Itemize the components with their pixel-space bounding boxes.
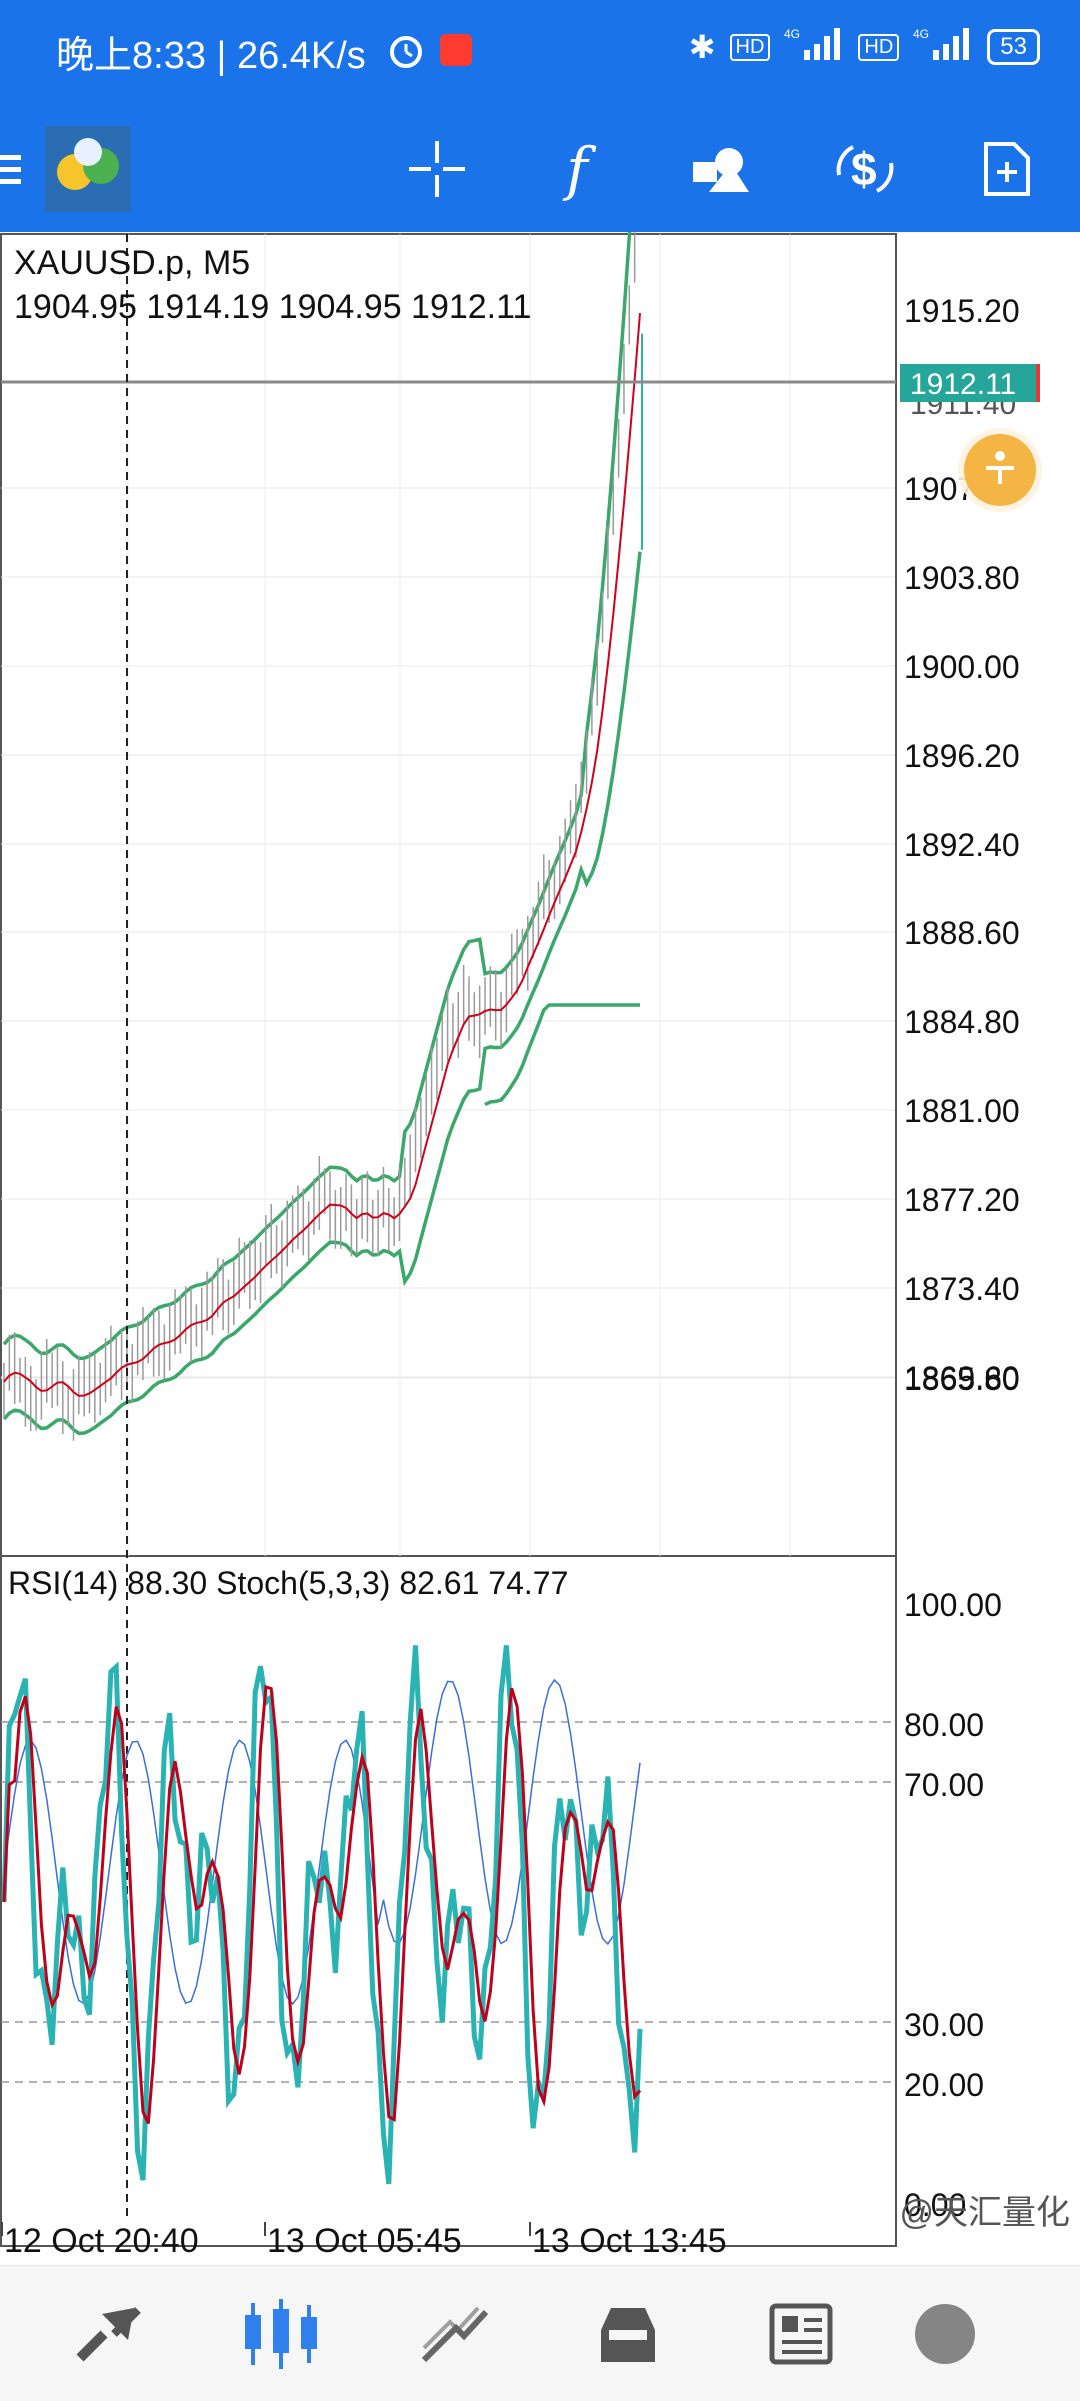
indicator-level-label: 70.00 <box>904 1767 984 1803</box>
price-level-label: 1915.20 <box>904 293 1020 329</box>
dollar-glyph: $ <box>851 143 877 195</box>
time-label: 12 Oct 20:40 <box>4 2222 199 2260</box>
status-time: 晚上8:33 | 26.4K/s <box>56 35 366 77</box>
indicators-icon[interactable]: f <box>532 105 622 232</box>
chart-icon[interactable] <box>236 2294 326 2374</box>
bollinger-lower-tail <box>484 1003 640 1107</box>
signal-4g-label: 4G <box>913 27 929 41</box>
signal-4g-icon: 4G <box>913 26 973 68</box>
candlesticks <box>3 139 643 1441</box>
battery-icon: 53 <box>987 29 1040 65</box>
new-order-icon[interactable] <box>962 105 1052 232</box>
crosshair-icon[interactable] <box>392 105 482 232</box>
history-icon[interactable] <box>583 2294 673 2374</box>
indicator-lines <box>1 1645 643 2185</box>
hd-icon: HD <box>858 33 900 61</box>
price-level-label: 1869.60 <box>904 1360 1020 1396</box>
ohlc-label: 1904.95 1914.19 1904.95 1912.11 <box>14 288 531 326</box>
trade-icon[interactable]: $ <box>820 105 910 232</box>
price-level-label: 1873.40 <box>904 1271 1020 1307</box>
price-level-label: 1877.20 <box>904 1182 1020 1218</box>
signal-4g-label: 4G <box>784 27 800 41</box>
app-logo-icon[interactable] <box>43 105 133 232</box>
indicator-level-label: 20.00 <box>904 2067 984 2103</box>
price-level-label: 1903.80 <box>904 560 1020 596</box>
quotes-icon[interactable] <box>64 2294 154 2374</box>
status-bar: 晚上8:33 | 26.4K/s ✱ HD 4G HD 4G 53 <box>0 0 1080 105</box>
symbol-label: XAUUSD.p, M5 <box>14 244 250 282</box>
bollinger-bands <box>2 74 642 1436</box>
bollinger-upper <box>2 74 642 1361</box>
price-level-label: 1900.00 <box>904 649 1020 685</box>
time-axis: 12 Oct 20:40 13 Oct 05:45 13 Oct 13:45 <box>1 2222 727 2260</box>
hidden-price-label: 1911.40 <box>910 388 1016 421</box>
stoch-main-line <box>1 1645 643 2185</box>
app-notification-icon <box>440 34 472 66</box>
bollinger-lower <box>2 551 642 1436</box>
price-level-label: 1896.20 <box>904 738 1020 774</box>
current-price-label: 1912.11 <box>910 368 1016 401</box>
watermark: @天汇量化 <box>899 2194 1070 2232</box>
chart-area[interactable]: XAUUSD.p, M5 1904.95 1914.19 1904.95 191… <box>0 74 1080 2260</box>
stoch-signal-line <box>2 1684 642 2125</box>
time-label: 13 Oct 13:45 <box>532 2222 727 2260</box>
indicator-level-label: 30.00 <box>904 2007 984 2043</box>
menu-icon[interactable] <box>0 105 40 232</box>
indicator-axis: 100.00 80.00 70.00 30.00 20.00 0.00 <box>904 1587 1002 2223</box>
indicator-level-label: 0.00 <box>904 2187 966 2223</box>
price-level-label: 1865.80 <box>904 1361 1020 1397</box>
indicator-pane-border <box>0 1555 897 2247</box>
objects-icon[interactable] <box>676 105 766 232</box>
rsi-line <box>3 1678 641 2006</box>
price-level-label: 1881.00 <box>904 1093 1020 1129</box>
time-label: 13 Oct 05:45 <box>267 2222 462 2260</box>
main-pane-border <box>0 233 897 1557</box>
news-icon[interactable] <box>756 2294 846 2374</box>
top-toolbar: f $ <box>0 105 1080 232</box>
bottom-nav <box>0 2265 1080 2401</box>
price-level-label: 1888.60 <box>904 915 1020 951</box>
current-price-marker <box>1036 364 1040 402</box>
trade-nav-icon[interactable] <box>410 2294 500 2374</box>
price-axis: 1915.201907.601903.801900.001896.201892.… <box>904 293 1020 1397</box>
ma-line <box>3 313 641 1397</box>
indicator-header: RSI(14) 88.30 Stoch(5,3,3) 82.61 74.77 <box>8 1565 568 1601</box>
price-level-label: 1884.80 <box>904 1004 1020 1040</box>
profile-icon[interactable] <box>915 2304 975 2364</box>
current-price-badge <box>900 364 1038 402</box>
accessibility-icon <box>986 451 1014 484</box>
hd-icon: HD <box>729 33 771 61</box>
indicator-level-label: 80.00 <box>904 1707 984 1743</box>
chart-grid <box>1 234 895 1556</box>
indicator-level-label: 100.00 <box>904 1587 1002 1623</box>
alarm-icon <box>386 30 426 70</box>
price-level-label: 1892.40 <box>904 827 1020 863</box>
moving-average <box>3 313 641 1397</box>
signal-4g-icon: 4G <box>784 26 844 68</box>
indicator-grid <box>1 1721 895 2083</box>
bluetooth-icon: ✱ <box>688 29 716 65</box>
indicators-glyph: f <box>566 134 588 203</box>
status-right: ✱ HD 4G HD 4G 53 <box>689 26 1040 68</box>
price-chart[interactable]: XAUUSD.p, M5 1904.95 1914.19 1904.95 191… <box>0 74 1080 2262</box>
